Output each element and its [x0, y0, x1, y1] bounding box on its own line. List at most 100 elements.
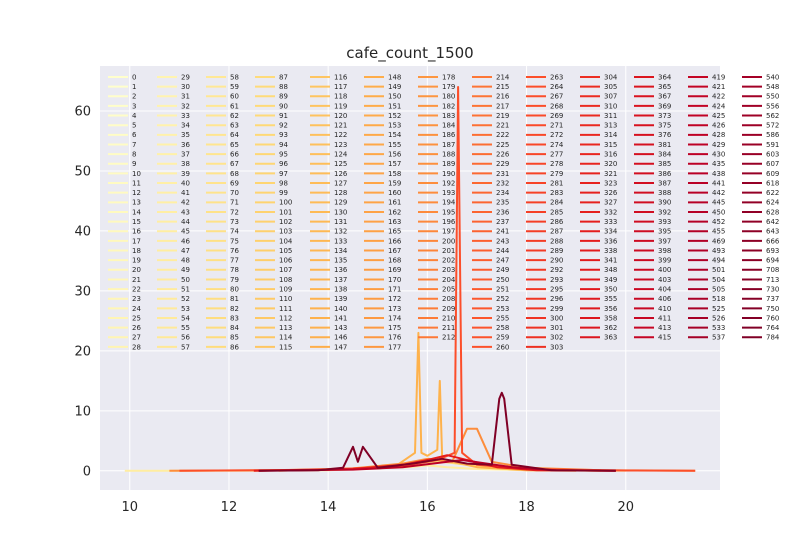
legend-label: 62	[230, 112, 239, 120]
legend-label: 609	[766, 170, 779, 178]
legend-label: 114	[279, 334, 293, 342]
legend-label: 158	[388, 170, 401, 178]
legend-label: 397	[658, 237, 671, 245]
legend-label: 290	[550, 257, 563, 265]
legend-label: 208	[442, 295, 455, 303]
legend-label: 263	[550, 73, 563, 81]
legend-label: 8	[132, 151, 136, 159]
legend-label: 195	[442, 208, 455, 216]
legend-label: 85	[230, 334, 239, 342]
legend-label: 441	[712, 179, 725, 187]
legend-label: 424	[712, 102, 726, 110]
legend-label: 267	[550, 93, 563, 101]
legend-label: 184	[442, 122, 456, 130]
legend-label: 350	[604, 285, 617, 293]
legend-label: 121	[334, 122, 347, 130]
x-tick-label: 18	[518, 500, 535, 515]
legend-label: 73	[230, 218, 239, 226]
y-tick-label: 20	[74, 344, 91, 359]
legend-label: 292	[550, 266, 563, 274]
legend-label: 132	[334, 228, 347, 236]
legend-label: 129	[334, 199, 347, 207]
legend-label: 183	[442, 112, 455, 120]
legend-label: 97	[279, 170, 288, 178]
legend-label: 31	[181, 93, 190, 101]
legend-label: 415	[658, 334, 671, 342]
legend-label: 259	[496, 334, 509, 342]
legend-label: 178	[442, 73, 455, 81]
x-tick-label: 14	[320, 500, 337, 515]
legend-label: 74	[230, 228, 239, 236]
legend-label: 445	[712, 199, 725, 207]
legend-label: 154	[388, 131, 402, 139]
legend-label: 784	[766, 334, 780, 342]
legend-label: 305	[604, 83, 617, 91]
legend-label: 348	[604, 266, 617, 274]
legend-label: 349	[604, 276, 617, 284]
legend-label: 603	[766, 151, 779, 159]
legend-label: 33	[181, 112, 190, 120]
legend-label: 235	[496, 199, 509, 207]
legend-label: 92	[279, 122, 288, 130]
legend-label: 243	[496, 237, 509, 245]
legend-label: 332	[604, 208, 617, 216]
legend-label: 419	[712, 73, 725, 81]
legend-label: 56	[181, 334, 190, 342]
legend-label: 210	[442, 314, 455, 322]
legend-label: 171	[388, 285, 401, 293]
legend-label: 88	[279, 83, 288, 91]
legend-label: 172	[388, 295, 401, 303]
legend-label: 102	[279, 218, 292, 226]
legend-label: 63	[230, 122, 239, 130]
legend-label: 141	[334, 314, 347, 322]
legend-label: 34	[181, 122, 190, 130]
legend-label: 24	[132, 305, 141, 313]
legend-label: 469	[712, 237, 725, 245]
legend-label: 493	[712, 247, 725, 255]
legend-label: 310	[604, 102, 617, 110]
y-tick-label: 50	[74, 164, 91, 179]
legend-label: 16	[132, 228, 141, 236]
legend-label: 381	[658, 141, 671, 149]
legend-label: 49	[181, 266, 190, 274]
series-layer	[124, 86, 696, 472]
legend-label: 166	[388, 237, 402, 245]
legend-label: 133	[334, 237, 347, 245]
legend-label: 117	[334, 83, 347, 91]
legend-label: 303	[550, 343, 563, 351]
legend-label: 107	[279, 266, 292, 274]
legend-label: 98	[279, 179, 288, 187]
legend-label: 323	[604, 179, 617, 187]
legend-label: 148	[388, 73, 401, 81]
legend-label: 364	[658, 73, 672, 81]
legend-label: 81	[230, 295, 239, 303]
legend-label: 556	[766, 102, 780, 110]
series-line-7	[258, 391, 616, 472]
legend-label: 365	[658, 83, 671, 91]
legend-label: 209	[442, 305, 455, 313]
legend-label: 116	[334, 73, 348, 81]
legend-label: 21	[132, 276, 141, 284]
legend-label: 29	[181, 73, 190, 81]
legend-label: 139	[334, 295, 347, 303]
legend-label: 395	[658, 228, 671, 236]
legend-label: 234	[496, 189, 510, 197]
legend-label: 250	[496, 276, 509, 284]
legend-label: 170	[388, 276, 401, 284]
legend-label: 271	[550, 122, 563, 130]
legend-label: 153	[388, 122, 401, 130]
legend-label: 362	[604, 324, 617, 332]
legend-label: 278	[550, 160, 563, 168]
legend-label: 249	[496, 266, 509, 274]
y-axis: 0 10 20 30 40 50 60	[74, 104, 91, 479]
legend-label: 387	[658, 179, 671, 187]
legend: 0123456789101112131415161718192021222324…	[108, 73, 780, 351]
legend-label: 100	[279, 199, 292, 207]
legend-label: 44	[181, 218, 190, 226]
legend-label: 713	[766, 276, 779, 284]
legend-label: 43	[181, 208, 190, 216]
legend-label: 35	[181, 131, 190, 139]
legend-label: 190	[442, 170, 455, 178]
legend-label: 7	[132, 141, 136, 149]
legend-label: 289	[550, 247, 563, 255]
